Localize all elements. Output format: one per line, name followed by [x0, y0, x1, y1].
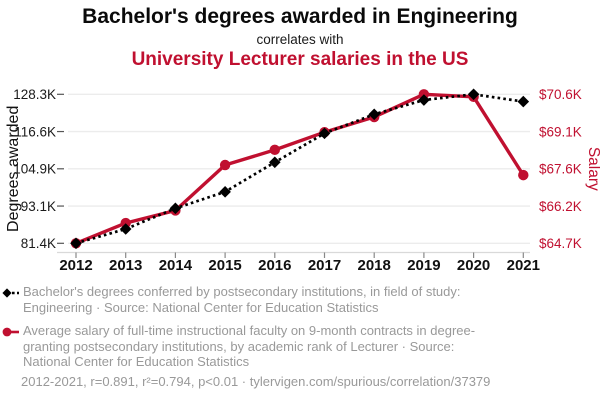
data-point-diamond: [318, 127, 331, 140]
right-axis-title: Salary: [585, 147, 600, 191]
x-axis-tick-label: 2019: [407, 257, 440, 274]
data-point-diamond: [517, 95, 530, 108]
left-axis-tick-label: 116.6K: [14, 124, 56, 139]
legend-item-salary: Average salary of full-time instructiona…: [2, 323, 582, 371]
x-axis-tick-label: 2021: [507, 257, 540, 274]
right-axis-tick-label: $66.2K: [539, 199, 582, 214]
data-point-diamond: [219, 186, 231, 198]
correlates-with-text: correlates with: [256, 32, 344, 48]
chart-subtitle: University Lecturer salaries in the US: [131, 49, 469, 71]
data-point-circle: [269, 144, 280, 156]
data-point-diamond: [368, 108, 380, 121]
black-diamond-dotted-icon: [2, 288, 19, 298]
data-point-diamond: [169, 202, 182, 215]
series-line-circle: [75, 92, 525, 245]
x-axis-tick-label: 2017: [308, 257, 341, 274]
data-point-diamond: [418, 94, 430, 106]
x-axis-tick-label: 2018: [358, 257, 391, 274]
data-point-diamond: [119, 223, 132, 235]
right-axis-tick-label: $70.6K: [539, 87, 582, 102]
data-point-diamond: [269, 156, 281, 169]
left-axis-tick-label: 128.3K: [13, 87, 56, 102]
stats-footer: 2012-2021, r=0.891, r²=0.794, p<0.01 · t…: [21, 374, 491, 389]
data-point-diamond: [467, 88, 480, 101]
data-point-diamond: [70, 237, 82, 250]
page-title: Bachelor's degrees awarded in Engineerin…: [82, 5, 518, 28]
right-axis-tick-label: $69.1K: [539, 124, 582, 139]
red-circle-solid-icon: [2, 327, 19, 337]
x-axis-tick-label: 2012: [59, 257, 92, 274]
data-point-circle: [219, 159, 231, 171]
left-axis-title: Degrees awarded: [5, 106, 22, 232]
header: Bachelor's degrees awarded in Engineerin…: [0, 0, 600, 71]
right-axis-tick-label: $64.7K: [539, 236, 582, 251]
chart-area: 128.3K $70.6K 116.6K $69.1K 104.9K $67.6K 93.1…: [0, 80, 600, 280]
legend-item-degrees: Bachelor's degrees conferred by postseco…: [2, 284, 582, 316]
x-axis-tick-label: 2014: [159, 257, 193, 274]
x-axis-tick-label: 2013: [109, 257, 142, 274]
left-axis-tick-label: 93.1K: [21, 199, 56, 214]
line-chart: 128.3K $70.6K 116.6K $69.1K 104.9K $67.6K 93.1…: [5, 87, 600, 274]
x-axis-tick-label: 2016: [258, 257, 291, 274]
legend: Bachelor's degrees conferred by postseco…: [2, 284, 582, 377]
data-point-circle: [518, 169, 529, 181]
right-axis-tick-label: $67.6K: [539, 162, 582, 177]
left-axis-tick-label: 81.4K: [21, 236, 56, 251]
data-point-circle: [120, 217, 131, 229]
legend-label: Bachelor's degrees conferred by postseco…: [23, 284, 461, 315]
left-axis-tick-label: 104.9K: [13, 162, 56, 177]
series-line-diamond: [75, 92, 524, 245]
x-axis-tick-label: 2020: [457, 257, 490, 274]
legend-label: Average salary of full-time instructiona…: [23, 322, 476, 370]
x-axis-tick-label: 2015: [208, 257, 241, 274]
